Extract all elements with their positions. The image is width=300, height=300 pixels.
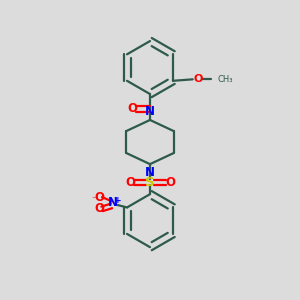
Text: O: O — [165, 176, 175, 189]
Text: CH₃: CH₃ — [217, 75, 232, 84]
Text: +: + — [114, 196, 122, 205]
Text: ⁻: ⁻ — [91, 195, 96, 205]
Text: O: O — [127, 102, 137, 115]
Text: N: N — [108, 196, 118, 209]
Text: O: O — [94, 202, 104, 215]
Text: S: S — [145, 176, 155, 189]
Text: O: O — [193, 74, 203, 84]
Text: O: O — [125, 176, 135, 189]
Text: N: N — [145, 166, 155, 179]
Text: O: O — [94, 190, 104, 204]
Text: N: N — [145, 105, 155, 118]
